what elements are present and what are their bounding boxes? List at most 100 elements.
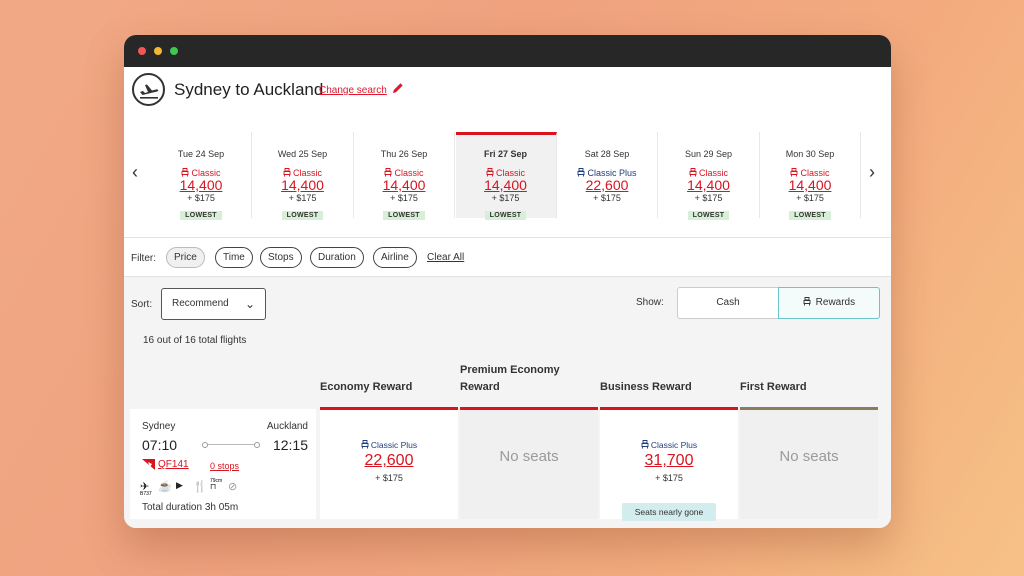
date-points[interactable]: 14,400 <box>687 177 730 193</box>
sort-select[interactable]: Recommend ⌄ <box>161 288 266 320</box>
route-line <box>202 442 260 448</box>
business-points[interactable]: 31,700 <box>644 452 694 469</box>
maximize-window-button[interactable] <box>170 47 178 55</box>
entertainment-icon: ▶ <box>176 480 183 490</box>
date-tax: + $175 <box>288 193 317 203</box>
reward-seat-icon <box>385 168 392 177</box>
cabin-header-premium-economy: Premium Economy Reward <box>460 362 598 410</box>
rewards-button[interactable]: Rewards <box>778 287 880 319</box>
lowest-badge: LOWEST <box>789 211 831 220</box>
cabin-header-business: Business Reward <box>600 362 738 410</box>
fare-class-label: Classic <box>354 168 454 178</box>
stops-link[interactable]: 0 stops <box>210 461 240 471</box>
date-tax: + $175 <box>390 193 418 203</box>
date-points[interactable]: 14,400 <box>382 177 426 193</box>
date-tax: + $175 <box>187 193 215 203</box>
filter-chip-stops[interactable]: Stops <box>260 247 302 268</box>
filter-chip-price[interactable]: Price <box>166 247 205 268</box>
reward-seat-icon <box>641 440 649 449</box>
date-tax: + $175 <box>796 193 824 203</box>
no-wifi-icon: ⊘ <box>228 481 238 493</box>
filter-bar: Filter: Price Time Stops Duration Airlin… <box>124 237 891 277</box>
close-window-button[interactable] <box>138 47 146 55</box>
fare-cell-premium-economy: No seats <box>460 410 598 519</box>
total-duration: Total duration 3h 05m <box>142 502 239 513</box>
date-label: Fri 27 Sep <box>483 149 528 159</box>
search-header: Sydney to Auckland Change search <box>124 67 891 119</box>
date-points[interactable]: 14,400 <box>788 177 832 193</box>
date-tax: + $175 <box>593 193 621 203</box>
chevron-right-icon[interactable]: › <box>869 162 875 182</box>
chevron-left-icon[interactable]: ‹ <box>132 162 138 182</box>
sort-value: Recommend <box>172 298 229 309</box>
lowest-badge: LOWEST <box>484 211 527 220</box>
date-points[interactable]: 14,400 <box>484 177 527 193</box>
cash-button[interactable]: Cash <box>677 287 779 319</box>
date-option[interactable]: Fri 27 Sep Classic 14,400 + $175 LOWEST <box>455 132 557 220</box>
destination-city: Auckland <box>266 421 308 432</box>
departure-time: 07:10 <box>142 437 178 453</box>
no-seats-label: No seats <box>779 448 839 465</box>
date-label: Sat 28 Sep <box>584 149 630 159</box>
date-tax: + $175 <box>694 193 723 203</box>
economy-points[interactable]: 22,600 <box>364 452 414 469</box>
fare-cell-business[interactable]: Classic Plus 31,700 + $175 Seats nearly … <box>600 410 738 521</box>
meal-icon: 🍴 <box>193 481 207 493</box>
date-label: Mon 30 Sep <box>785 149 835 159</box>
pencil-icon[interactable] <box>392 82 404 94</box>
cash-rewards-toggle: Cash Rewards <box>677 287 881 319</box>
reward-seat-icon <box>486 168 494 177</box>
reward-seat-icon <box>578 168 585 177</box>
fare-cell-economy[interactable]: Classic Plus 22,600 + $175 <box>320 410 458 519</box>
reward-seat-icon <box>361 440 369 449</box>
reward-seat-icon <box>803 297 811 306</box>
date-points[interactable]: 14,400 <box>179 177 223 193</box>
filter-label: Filter: <box>131 253 156 264</box>
fare-class-label: Classic <box>151 168 251 178</box>
fare-class-label: Classic Plus <box>557 168 657 178</box>
arrival-time: 12:15 <box>272 437 308 453</box>
legroom-icon: ⊓ <box>210 482 217 491</box>
route-title: Sydney to Auckland <box>174 80 324 99</box>
lowest-badge: LOWEST <box>383 211 425 220</box>
date-points[interactable]: 22,600 <box>585 177 629 193</box>
window-titlebar <box>124 35 891 67</box>
flight-card[interactable]: Sydney Auckland 07:10 12:15 QF141 0 stop… <box>130 409 316 519</box>
fare-class-label: Classic <box>659 168 759 178</box>
date-option[interactable]: Sun 29 Sep Classic 14,400 + $175 LOWEST <box>659 132 760 220</box>
coffee-icon: ☕ <box>158 481 172 493</box>
date-option[interactable]: Sat 28 Sep Classic Plus 22,600 + $175 <box>557 132 658 218</box>
fare-class-label: Classic <box>456 168 556 178</box>
filter-chip-duration[interactable]: Duration <box>310 247 364 268</box>
clear-all-link[interactable]: Clear All <box>427 252 465 263</box>
fare-class-label: Classic <box>760 168 860 178</box>
date-option[interactable]: Tue 24 Sep Classic 14,400 + $175 LOWEST <box>151 132 252 220</box>
lowest-badge: LOWEST <box>281 211 324 220</box>
change-search-link[interactable]: Change search <box>319 85 387 96</box>
date-option[interactable]: Mon 30 Sep Classic 14,400 + $175 LOWEST <box>760 132 861 220</box>
date-option[interactable]: Wed 25 Sep Classic 14,400 + $175 LOWEST <box>253 132 354 220</box>
chevron-down-icon: ⌄ <box>244 297 255 311</box>
date-label: Tue 24 Sep <box>177 149 225 159</box>
origin-city: Sydney <box>142 421 176 432</box>
reward-seat-icon <box>182 168 189 177</box>
plane-departure-icon <box>132 73 165 106</box>
flight-number-link[interactable]: QF141 <box>158 459 189 470</box>
seats-nearly-gone-badge: Seats nearly gone <box>622 503 716 521</box>
filter-chip-airline[interactable]: Airline <box>373 247 417 268</box>
date-points[interactable]: 14,400 <box>281 177 324 193</box>
economy-tax: + $175 <box>375 473 403 483</box>
no-seats-label: No seats <box>499 448 559 465</box>
lowest-badge: LOWEST <box>687 211 730 220</box>
show-label: Show: <box>636 297 664 308</box>
reward-seat-icon <box>791 168 798 177</box>
date-option[interactable]: Thu 26 Sep Classic 14,400 + $175 LOWEST <box>354 132 455 220</box>
sort-label: Sort: <box>131 299 153 310</box>
reward-seat-icon <box>283 168 291 177</box>
minimize-window-button[interactable] <box>154 47 162 55</box>
date-tax: + $175 <box>491 193 520 203</box>
cabin-header-economy: Economy Reward <box>320 362 458 410</box>
browser-window: Sydney to Auckland Change search ‹ Tue 2… <box>124 35 891 528</box>
aircraft-label: B737 <box>140 491 152 497</box>
filter-chip-time[interactable]: Time <box>215 247 253 268</box>
